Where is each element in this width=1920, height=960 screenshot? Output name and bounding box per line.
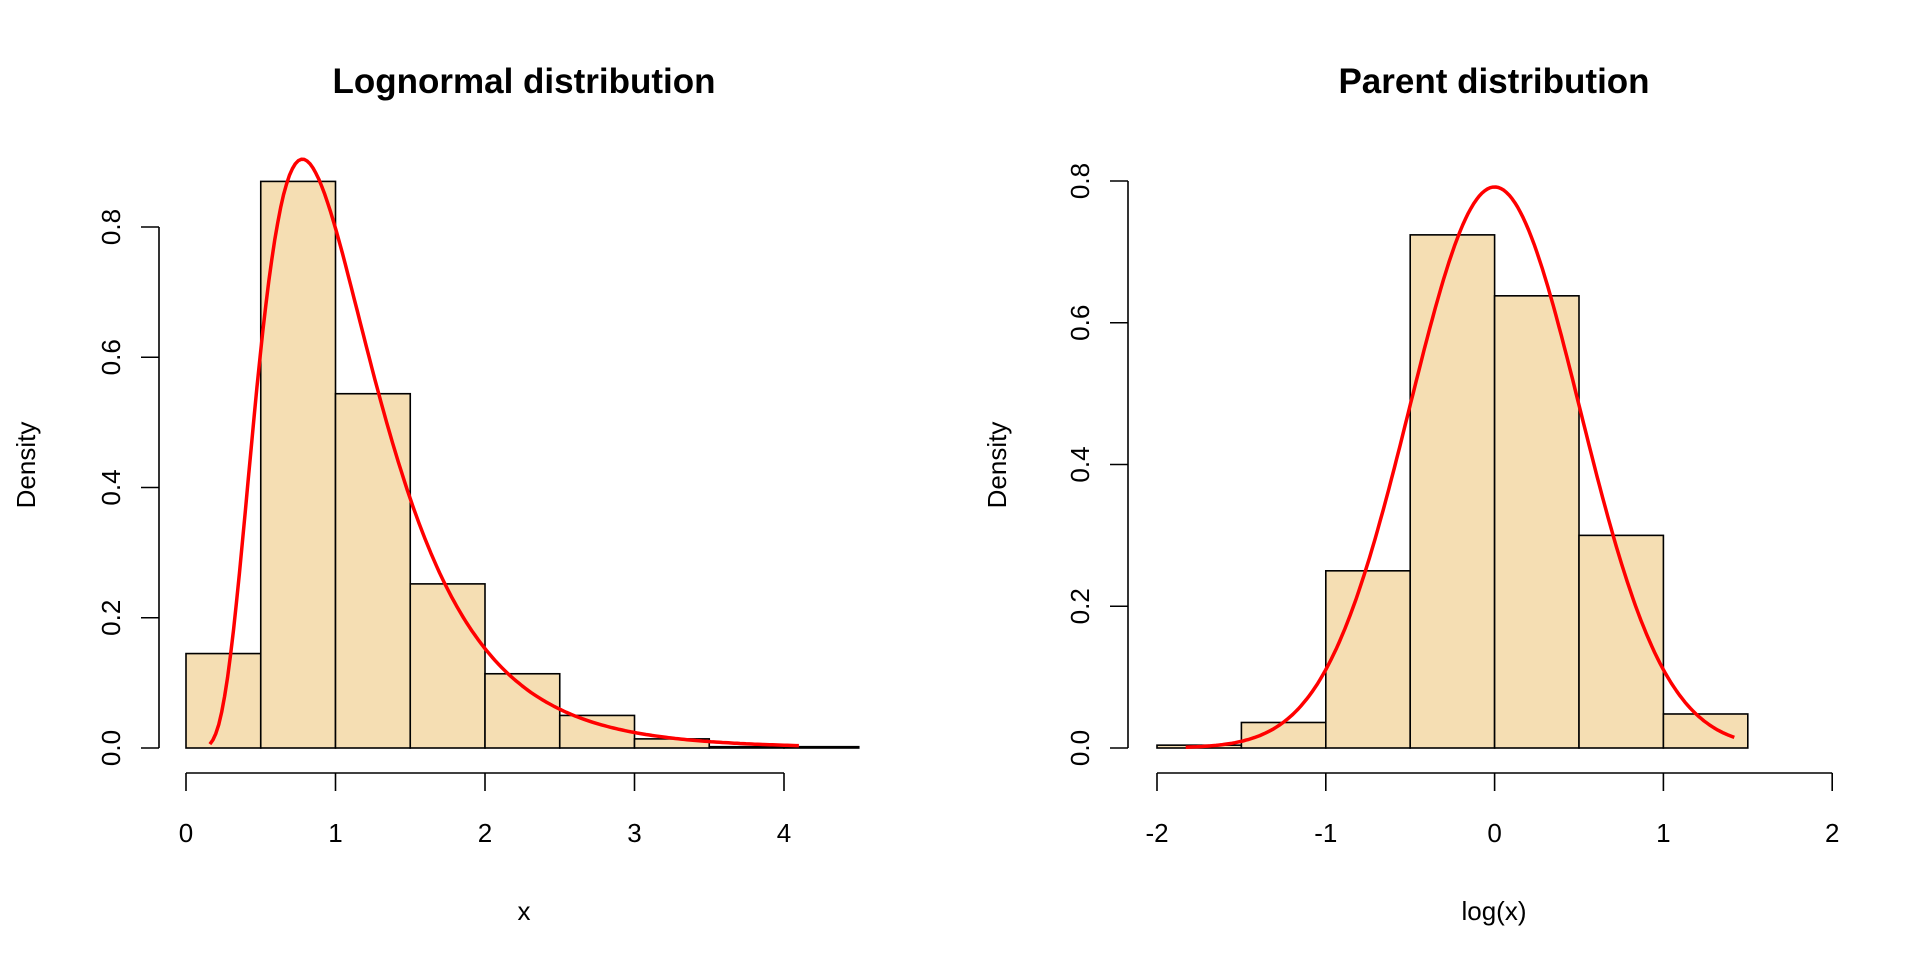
y-tick-label: 0.6	[1065, 305, 1095, 341]
x-tick-label: 2	[478, 818, 492, 848]
x-tick-label: 0	[1487, 818, 1501, 848]
chart-title: Lognormal distribution	[332, 62, 715, 101]
density-curve	[208, 157, 799, 748]
y-tick-label: 0.2	[96, 600, 126, 636]
x-tick-label: -1	[1314, 818, 1337, 848]
y-tick-label: 0.4	[96, 469, 126, 505]
y-tick-label: 0.4	[1065, 446, 1095, 482]
parent-panel: Parent distribution log(x) Density 0.0 0.…	[982, 62, 1839, 926]
x-tick-label: 1	[328, 818, 342, 848]
histogram-bar	[259, 180, 337, 749]
histogram-bar	[334, 392, 412, 749]
y-tick-label: 0.8	[1065, 163, 1095, 199]
y-tick-label: 0.8	[96, 209, 126, 245]
y-tick-label: 0.2	[1065, 588, 1095, 624]
x-tick-label: -2	[1145, 818, 1168, 848]
histogram-bar	[409, 583, 486, 749]
x-tick-label: 3	[627, 818, 641, 848]
density-curve	[1185, 185, 1735, 749]
x-axis-label: x	[518, 896, 531, 926]
histogram-bar	[708, 745, 785, 749]
x-tick-label: 4	[777, 818, 791, 848]
histogram-bar	[783, 745, 860, 749]
histogram-bar	[1493, 295, 1580, 749]
lognormal-panel: Lognormal distribution x Density 0.0 0.2 0…	[11, 62, 860, 926]
y-axis-label: Density	[11, 422, 41, 509]
x-tick-label: 2	[1825, 818, 1839, 848]
histogram-bar	[1662, 713, 1749, 749]
y-tick-label: 0.0	[96, 730, 126, 766]
histogram-bar	[1240, 721, 1327, 749]
x-tick-label: 1	[1656, 818, 1670, 848]
histogram-bar	[1409, 234, 1496, 749]
x-tick-label: 0	[179, 818, 193, 848]
x-axis-label: log(x)	[1461, 896, 1526, 926]
y-axis-label: Density	[982, 422, 1012, 509]
y-tick-label: 0.0	[1065, 730, 1095, 766]
histogram-bar	[1325, 570, 1412, 749]
y-tick-label: 0.6	[96, 339, 126, 375]
chart-title: Parent distribution	[1338, 62, 1649, 101]
